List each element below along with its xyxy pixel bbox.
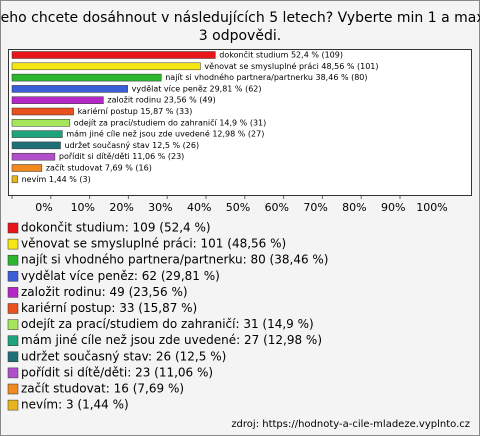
bar bbox=[11, 130, 63, 138]
legend-label: věnovat se smysluplné práci: 101 (48,56 … bbox=[21, 237, 286, 251]
data-label: věnovat se smysluplné práci 48,56 % (101… bbox=[204, 61, 378, 71]
bar bbox=[11, 107, 74, 116]
legend-label: pořídit si dítě/děti: 23 (11,06 %) bbox=[21, 365, 213, 379]
bar bbox=[11, 96, 104, 104]
legend-swatch bbox=[7, 303, 19, 314]
legend-label: najít si vhodného partnera/partnerku: 80… bbox=[21, 253, 328, 267]
chart-title: Čeho chcete dosáhnout v následujících 5 … bbox=[0, 8, 480, 26]
x-tick-label: 100% bbox=[416, 201, 447, 214]
x-tick-label: 0% bbox=[35, 201, 52, 214]
legend-swatch bbox=[7, 238, 19, 250]
data-label: kariérní postup 15,87 % (33) bbox=[78, 106, 193, 116]
x-tick-label: 20% bbox=[109, 201, 133, 214]
bar bbox=[11, 141, 61, 150]
x-tick-label: 40% bbox=[187, 201, 211, 214]
x-tick-label: 80% bbox=[342, 201, 366, 214]
legend-label: vydělat více peněz: 62 (29,81 %) bbox=[21, 269, 220, 283]
data-label: začít studovat 7,69 % (16) bbox=[46, 163, 152, 173]
legend-swatch bbox=[7, 271, 19, 282]
bar bbox=[11, 164, 43, 172]
legend-swatch bbox=[7, 335, 19, 346]
data-label: odejít za prací/studiem do zahraničí 14,… bbox=[74, 117, 266, 127]
data-label: pořídit si dítě/děti 11,06 % (23) bbox=[59, 152, 184, 161]
legend-swatch bbox=[7, 254, 19, 266]
plot-area bbox=[8, 49, 472, 196]
legend-swatch bbox=[7, 367, 19, 379]
legend-swatch bbox=[7, 383, 19, 395]
legend-label: založit rodinu: 49 (23,56 %) bbox=[21, 285, 188, 299]
data-label: najít si vhodného partnera/partnerku 38,… bbox=[165, 72, 367, 82]
x-tick-label: 90% bbox=[381, 201, 405, 214]
x-tick-label: 10% bbox=[71, 201, 95, 214]
legend-swatch bbox=[7, 399, 19, 411]
bar bbox=[11, 85, 128, 93]
legend-label: dokončit studium: 109 (52,4 %) bbox=[21, 221, 211, 235]
bar bbox=[11, 175, 18, 184]
data-label: nevím 1,44 % (3) bbox=[22, 175, 91, 184]
bar bbox=[11, 51, 216, 59]
bar bbox=[11, 73, 162, 82]
legend-label: začít studovat: 16 (7,69 %) bbox=[21, 382, 184, 396]
chart-title: 3 odpovědi. bbox=[199, 28, 281, 44]
x-tick-label: 30% bbox=[148, 201, 172, 214]
bar bbox=[11, 152, 56, 161]
x-tick-label: 50% bbox=[226, 201, 250, 214]
legend-swatch bbox=[7, 222, 19, 234]
legend-label: udržet současný stav: 26 (12,5 %) bbox=[21, 349, 226, 363]
data-label: založit rodinu 23,56 % (49) bbox=[107, 96, 215, 105]
data-label: vydělat více peněz 29,81 % (62) bbox=[132, 84, 262, 93]
legend-label: kariérní postup: 33 (15,87 %) bbox=[21, 301, 197, 315]
legend-swatch bbox=[7, 319, 19, 330]
x-tick-label: 70% bbox=[303, 201, 327, 214]
data-label: dokončit studium 52,4 % (109) bbox=[219, 50, 343, 60]
x-tick-label: 60% bbox=[265, 201, 289, 214]
legend-label: nevím: 3 (1,44 %) bbox=[21, 398, 129, 412]
data-label: udržet současný stav 12,5 % (26) bbox=[65, 140, 200, 150]
legend-label: odejít za prací/studiem do zahraničí: 31… bbox=[21, 317, 314, 331]
legend-swatch bbox=[7, 351, 19, 363]
source: zdroj: https://hodnoty-a-cile-mladeze.vy… bbox=[231, 419, 470, 430]
legend-label: mám jiné cíle než jsou zde uvedené: 27 (… bbox=[21, 333, 322, 347]
data-label: mám jiné cíle než jsou zde uvedené 12,98… bbox=[66, 129, 264, 139]
bar bbox=[11, 62, 201, 71]
legend-swatch bbox=[7, 287, 19, 298]
bar bbox=[11, 119, 71, 127]
